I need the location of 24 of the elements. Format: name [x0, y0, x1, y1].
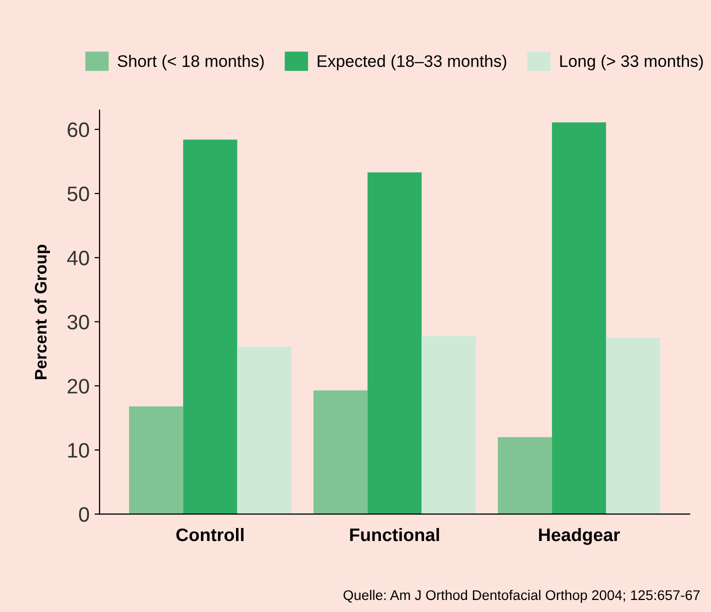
y-tick-label: 20: [68, 378, 90, 394]
bar: [237, 346, 292, 514]
y-axis-title: Percent of Group: [34, 244, 50, 380]
y-tick-label: 60: [68, 122, 90, 138]
bar: [183, 140, 238, 514]
legend-label: Long (> 33 months): [560, 54, 703, 70]
bar: [313, 390, 368, 514]
x-tick-label: Controll: [176, 528, 244, 542]
bar: [129, 406, 184, 514]
bar: [368, 172, 422, 514]
bar: [606, 338, 660, 514]
legend-label: Expected (18–33 months): [318, 54, 506, 70]
x-tick-label: Headgear: [539, 528, 620, 545]
x-tick-label: Functional: [350, 528, 439, 542]
y-tick-label: 30: [67, 314, 90, 330]
y-tick-label: 10: [68, 442, 90, 458]
y-tick-label: 40: [67, 250, 90, 266]
bar: [498, 437, 552, 514]
source-note: Quelle: Am J Orthod Dentofacial Orthop 2004; 125:657-67: [344, 590, 700, 603]
bar: [552, 122, 606, 514]
y-tick-label: 0: [79, 507, 90, 522]
y-tick-label: 50: [67, 186, 90, 202]
bar: [422, 336, 476, 514]
legend-label: Short (< 18 months): [118, 54, 264, 70]
